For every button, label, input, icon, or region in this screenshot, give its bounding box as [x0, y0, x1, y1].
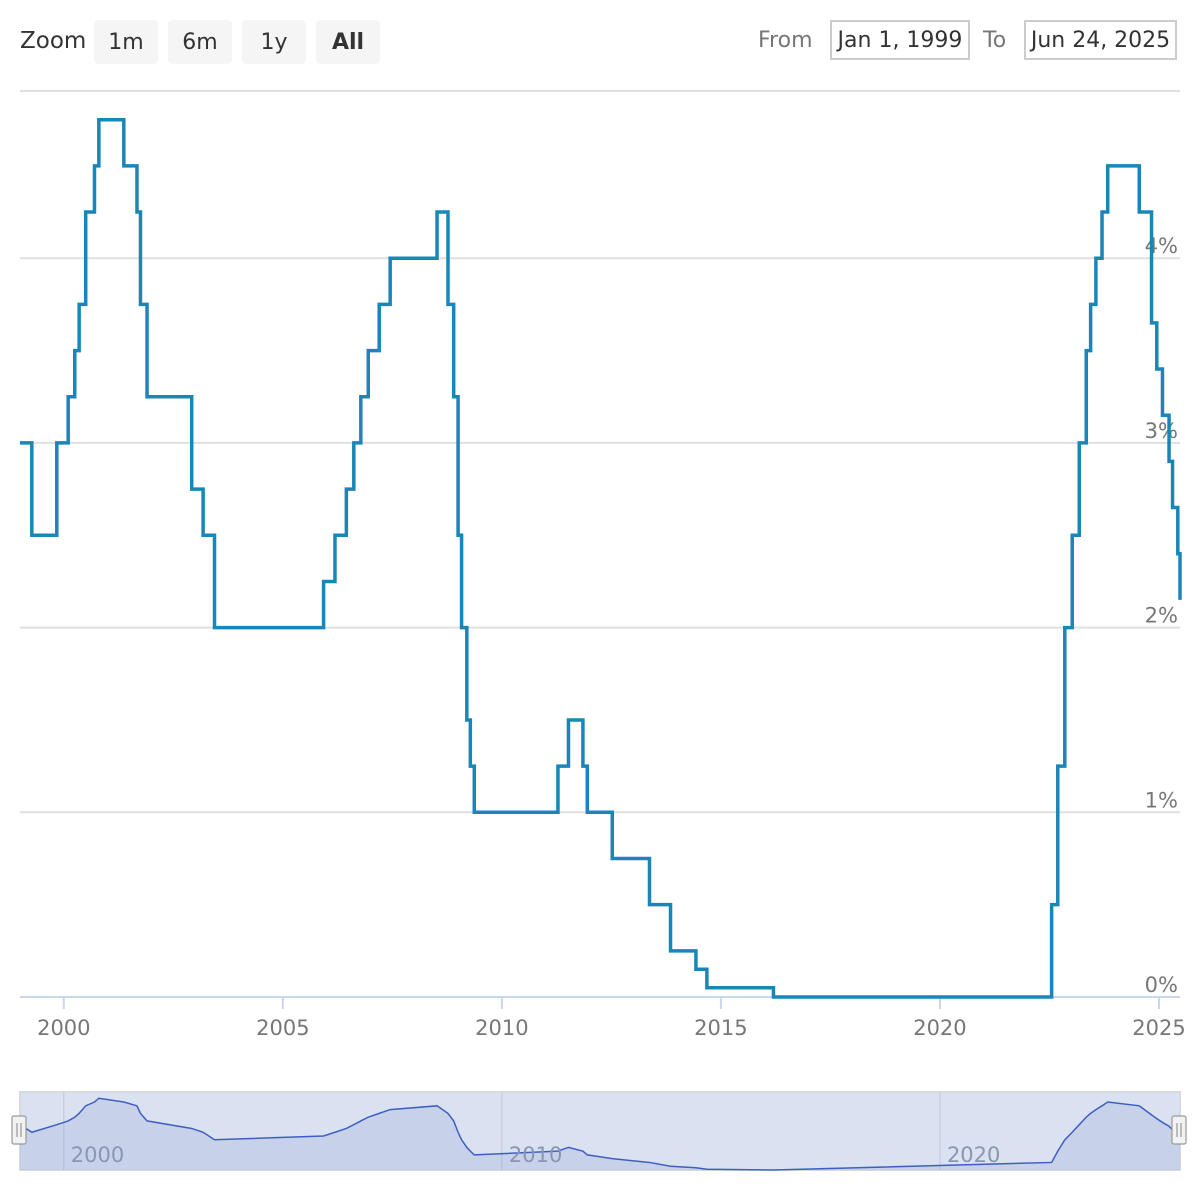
navigator-tick-label: 2010 — [509, 1143, 562, 1167]
to-label: To — [983, 28, 1007, 53]
y-tick-label: 4% — [1145, 234, 1178, 258]
zoom-label: Zoom — [20, 28, 87, 54]
navigator-right-handle[interactable] — [1171, 1115, 1187, 1145]
zoom-all-button[interactable]: All — [316, 20, 380, 64]
x-tick-label: 2015 — [694, 1016, 747, 1040]
zoom-1m-button[interactable]: 1m — [94, 20, 158, 64]
zoom-6m-button[interactable]: 6m — [168, 20, 232, 64]
navigator-area — [20, 1098, 1180, 1170]
series-line[interactable] — [20, 117, 1182, 999]
y-tick-label: 2% — [1145, 604, 1178, 628]
x-tick-label: 2025 — [1132, 1016, 1185, 1040]
navigator-ticks: 2000 2010 2020 — [71, 1143, 1001, 1167]
x-tick-label: 2000 — [37, 1016, 90, 1040]
grid-lines — [20, 257, 1180, 814]
y-tick-label: 3% — [1145, 419, 1178, 443]
range-selector-toolbar: Zoom 1m 6m 1y All From To — [0, 0, 1200, 90]
y-tick-label: 1% — [1145, 788, 1178, 812]
x-tick-label: 2010 — [475, 1016, 528, 1040]
x-axis-ticks: 2000 2005 2010 2015 2020 2025 — [37, 997, 1186, 1040]
from-date-input[interactable] — [830, 20, 970, 60]
to-date-input[interactable] — [1024, 20, 1177, 60]
y-axis-ticks: 0% 1% 2% 3% 4% — [1145, 234, 1178, 997]
x-tick-label: 2020 — [913, 1016, 966, 1040]
navigator-grid — [63, 1092, 941, 1170]
y-tick-label: 0% — [1145, 973, 1178, 997]
navigator-tick-label: 2020 — [947, 1143, 1000, 1167]
navigator[interactable]: 2000 2010 2020 — [11, 1091, 1187, 1171]
from-label: From — [758, 28, 813, 53]
navigator-line — [19, 1097, 1181, 1171]
navigator-left-handle[interactable] — [11, 1115, 27, 1145]
zoom-1y-button[interactable]: 1y — [242, 20, 306, 64]
x-tick-label: 2005 — [256, 1016, 309, 1040]
navigator-tick-label: 2000 — [71, 1143, 124, 1167]
